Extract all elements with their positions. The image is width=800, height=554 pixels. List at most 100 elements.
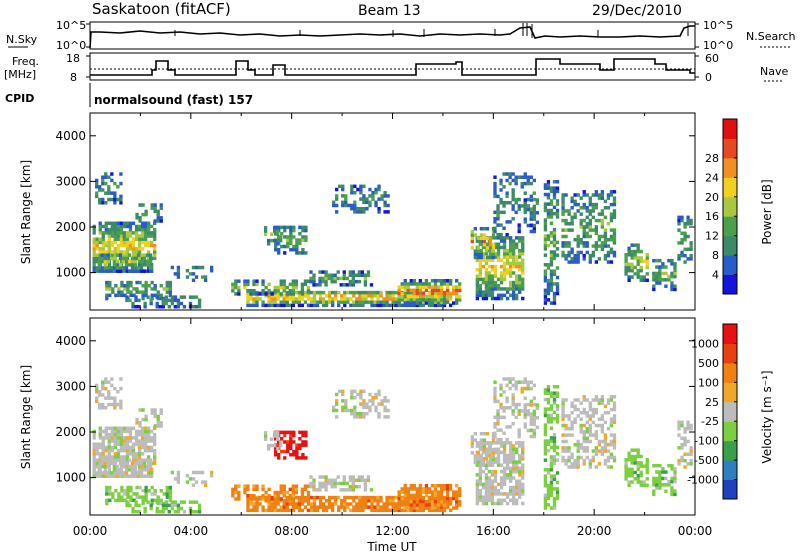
velocity-cell bbox=[594, 465, 598, 469]
velocity-cell bbox=[476, 451, 481, 455]
velocity-cell bbox=[374, 408, 378, 413]
power-cell bbox=[523, 175, 527, 179]
power-cell bbox=[661, 262, 665, 266]
velocity-cell bbox=[374, 392, 378, 397]
power-cell bbox=[505, 178, 509, 183]
power-cell bbox=[487, 248, 492, 253]
power-cell bbox=[406, 282, 410, 286]
power-cell bbox=[122, 240, 127, 245]
velocity-cell bbox=[350, 411, 354, 416]
velocity-cell bbox=[664, 476, 668, 481]
velocity-cell bbox=[133, 464, 138, 469]
power-cell bbox=[234, 285, 238, 290]
power-cell bbox=[277, 238, 281, 242]
velocity-cell bbox=[543, 448, 548, 453]
power-cell bbox=[276, 226, 280, 230]
velocity-cell bbox=[125, 439, 130, 443]
power-cell bbox=[140, 247, 145, 251]
velocity-cell bbox=[624, 473, 628, 478]
velocity-cell bbox=[122, 426, 127, 431]
velocity-cell bbox=[134, 432, 139, 437]
power-cell bbox=[349, 297, 353, 301]
freq-tick-hi: 18 bbox=[66, 52, 80, 65]
power-cell bbox=[159, 216, 163, 220]
power-cell bbox=[518, 255, 522, 259]
power-cell bbox=[300, 294, 305, 298]
power-cell bbox=[496, 204, 500, 208]
velocity-cell bbox=[655, 483, 659, 487]
velocity-cell bbox=[521, 457, 525, 461]
power-cell bbox=[597, 257, 602, 261]
velocity-cell bbox=[521, 466, 525, 471]
power-cell bbox=[292, 247, 296, 252]
power-cell bbox=[324, 276, 328, 281]
velocity-cell bbox=[365, 405, 369, 410]
power-cell bbox=[484, 258, 489, 262]
power-cell bbox=[289, 238, 293, 242]
power-cell bbox=[303, 300, 308, 304]
velocity-cell bbox=[570, 462, 574, 466]
power-cell bbox=[493, 287, 498, 291]
velocity-cell bbox=[137, 452, 142, 456]
power-cell bbox=[110, 227, 114, 232]
power-cell bbox=[508, 201, 512, 205]
colorbar-tick-label: 8 bbox=[712, 249, 719, 262]
power-cell bbox=[576, 202, 580, 207]
power-cell bbox=[173, 295, 178, 299]
velocity-cell bbox=[297, 499, 302, 503]
velocity-cell bbox=[436, 508, 441, 513]
power-cell bbox=[490, 274, 495, 278]
power-cell bbox=[455, 285, 459, 289]
velocity-cell bbox=[683, 452, 687, 457]
power-cell bbox=[639, 249, 643, 254]
velocity-cell bbox=[370, 502, 374, 506]
power-cell bbox=[136, 253, 141, 257]
power-cell bbox=[543, 247, 548, 251]
velocity-cell bbox=[433, 503, 438, 507]
velocity-cell bbox=[561, 423, 565, 428]
power-cell bbox=[502, 226, 506, 231]
velocity-cell bbox=[543, 429, 548, 434]
power-cell bbox=[588, 225, 592, 229]
power-cell bbox=[670, 274, 674, 279]
power-cell bbox=[521, 242, 525, 247]
power-cell bbox=[140, 227, 145, 232]
velocity-cell bbox=[496, 412, 500, 416]
velocity-cell bbox=[476, 457, 481, 462]
velocity-cell bbox=[379, 495, 383, 500]
power-cell bbox=[520, 204, 524, 208]
velocity-cell bbox=[543, 458, 548, 462]
velocity-cell bbox=[101, 442, 105, 446]
power-cell bbox=[340, 297, 344, 301]
velocity-cell bbox=[475, 444, 480, 448]
power-cell bbox=[108, 280, 112, 285]
power-cell bbox=[481, 258, 486, 262]
velocity-cell bbox=[170, 506, 174, 511]
power-cell bbox=[496, 277, 501, 282]
power-cell bbox=[291, 285, 295, 290]
velocity-cell bbox=[499, 393, 503, 397]
power-cell bbox=[276, 290, 280, 295]
power-cell bbox=[576, 260, 580, 264]
power-cell bbox=[137, 247, 142, 251]
velocity-cell bbox=[689, 426, 693, 431]
velocity-cell bbox=[176, 477, 181, 481]
power-cell bbox=[327, 273, 331, 278]
power-cell bbox=[496, 210, 500, 215]
power-cell bbox=[549, 250, 554, 254]
power-cell bbox=[597, 244, 602, 248]
power-cell bbox=[135, 290, 139, 294]
velocity-cell bbox=[134, 509, 138, 514]
power-cell bbox=[689, 218, 693, 223]
power-cell bbox=[499, 280, 504, 285]
power-cell bbox=[412, 291, 416, 296]
velocity-cell bbox=[107, 396, 111, 400]
colorbar-swatch bbox=[723, 343, 737, 364]
power-cell bbox=[555, 282, 560, 286]
velocity-cell bbox=[424, 487, 429, 491]
power-cell bbox=[168, 293, 172, 298]
velocity-cell bbox=[515, 489, 519, 493]
velocity-cell bbox=[597, 423, 602, 428]
velocity-cell bbox=[252, 484, 256, 488]
y-tick-label: 3000 bbox=[55, 174, 86, 188]
